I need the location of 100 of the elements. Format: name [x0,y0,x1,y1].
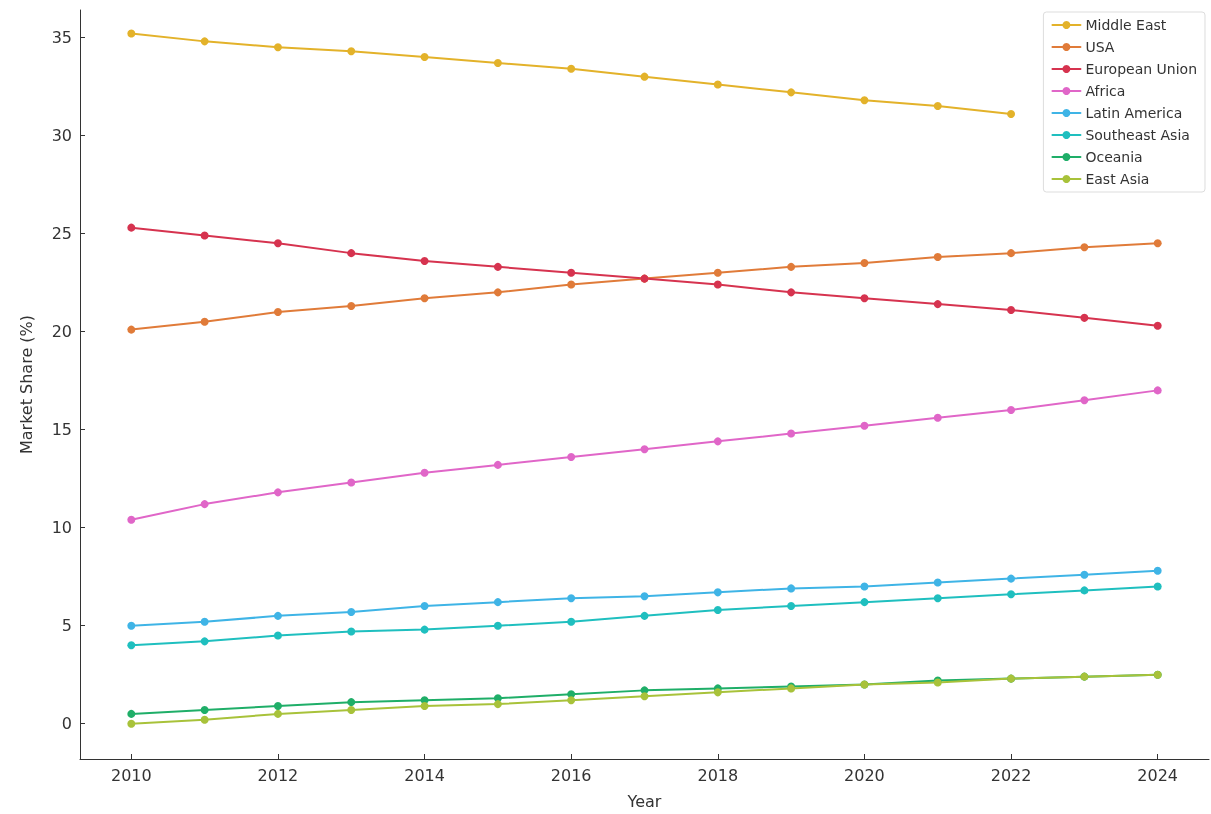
point [713,688,722,697]
x-tick-label: 2010 [110,765,152,785]
point [1153,239,1162,248]
point [787,288,796,297]
point [127,641,136,650]
point [860,598,869,607]
point [493,262,502,271]
point [1153,582,1162,591]
point [1007,405,1016,414]
point [640,611,649,620]
point [713,268,722,277]
point [493,700,502,709]
point [200,637,209,646]
point [127,709,136,718]
point [1007,590,1016,599]
point [200,231,209,240]
point [420,53,429,62]
point [1007,574,1016,583]
y-axis-title: Market Share (%) [16,314,36,455]
point [787,602,796,611]
point [127,29,136,38]
point [420,294,429,303]
y-tick-label: 20 [51,322,72,342]
point [787,584,796,593]
point [273,709,282,718]
point [273,307,282,316]
point [493,460,502,469]
point [933,102,942,111]
point [127,515,136,524]
point [273,239,282,248]
x-tick-label: 2024 [1137,765,1179,785]
point [347,627,356,636]
point [1080,570,1089,579]
point [567,696,576,705]
point [1080,313,1089,322]
point [640,692,649,701]
point [1007,305,1016,314]
point [347,698,356,707]
point [273,488,282,497]
point [200,500,209,509]
point [273,611,282,620]
x-axis-title: Year [626,791,662,811]
legend-label: Africa [1085,83,1126,99]
point [567,594,576,603]
x-tick-label: 2012 [257,765,299,785]
point [493,621,502,630]
point [347,607,356,616]
point [713,80,722,89]
point [860,96,869,105]
point [420,256,429,265]
point [1153,321,1162,330]
legend-label: Middle East [1085,17,1167,33]
point [713,280,722,289]
point [347,47,356,56]
point [347,478,356,487]
legend-label: USA [1085,39,1115,55]
point [713,588,722,597]
point [567,280,576,289]
x-tick-label: 2020 [844,765,885,785]
point [787,88,796,97]
point [933,578,942,587]
point [713,437,722,446]
y-tick-label: 15 [51,420,72,440]
point [420,602,429,611]
legend-label: Latin America [1085,105,1183,121]
y-tick-label: 0 [61,714,72,734]
point [127,719,136,728]
point [860,258,869,267]
point [567,617,576,626]
point [860,421,869,430]
point [933,594,942,603]
point [493,288,502,297]
point [200,617,209,626]
x-tick-label: 2014 [404,765,445,785]
point [200,317,209,326]
point [347,302,356,311]
point [860,294,869,303]
legend-label: Oceania [1085,149,1143,165]
point [273,631,282,640]
point [347,249,356,258]
y-tick-label: 35 [51,27,72,47]
point [200,715,209,724]
y-tick-label: 5 [61,616,72,636]
point [1080,586,1089,595]
point [1007,249,1016,258]
x-tick-label: 2022 [990,765,1032,785]
point [127,621,136,630]
y-tick-label: 25 [51,224,72,244]
x-tick-label: 2016 [550,765,592,785]
point [640,592,649,601]
point [787,429,796,438]
point [1080,243,1089,252]
point [127,325,136,334]
point [933,300,942,309]
point [860,582,869,591]
point [273,702,282,711]
point [273,43,282,52]
point [567,268,576,277]
y-tick-label: 10 [51,518,72,538]
point [787,262,796,271]
